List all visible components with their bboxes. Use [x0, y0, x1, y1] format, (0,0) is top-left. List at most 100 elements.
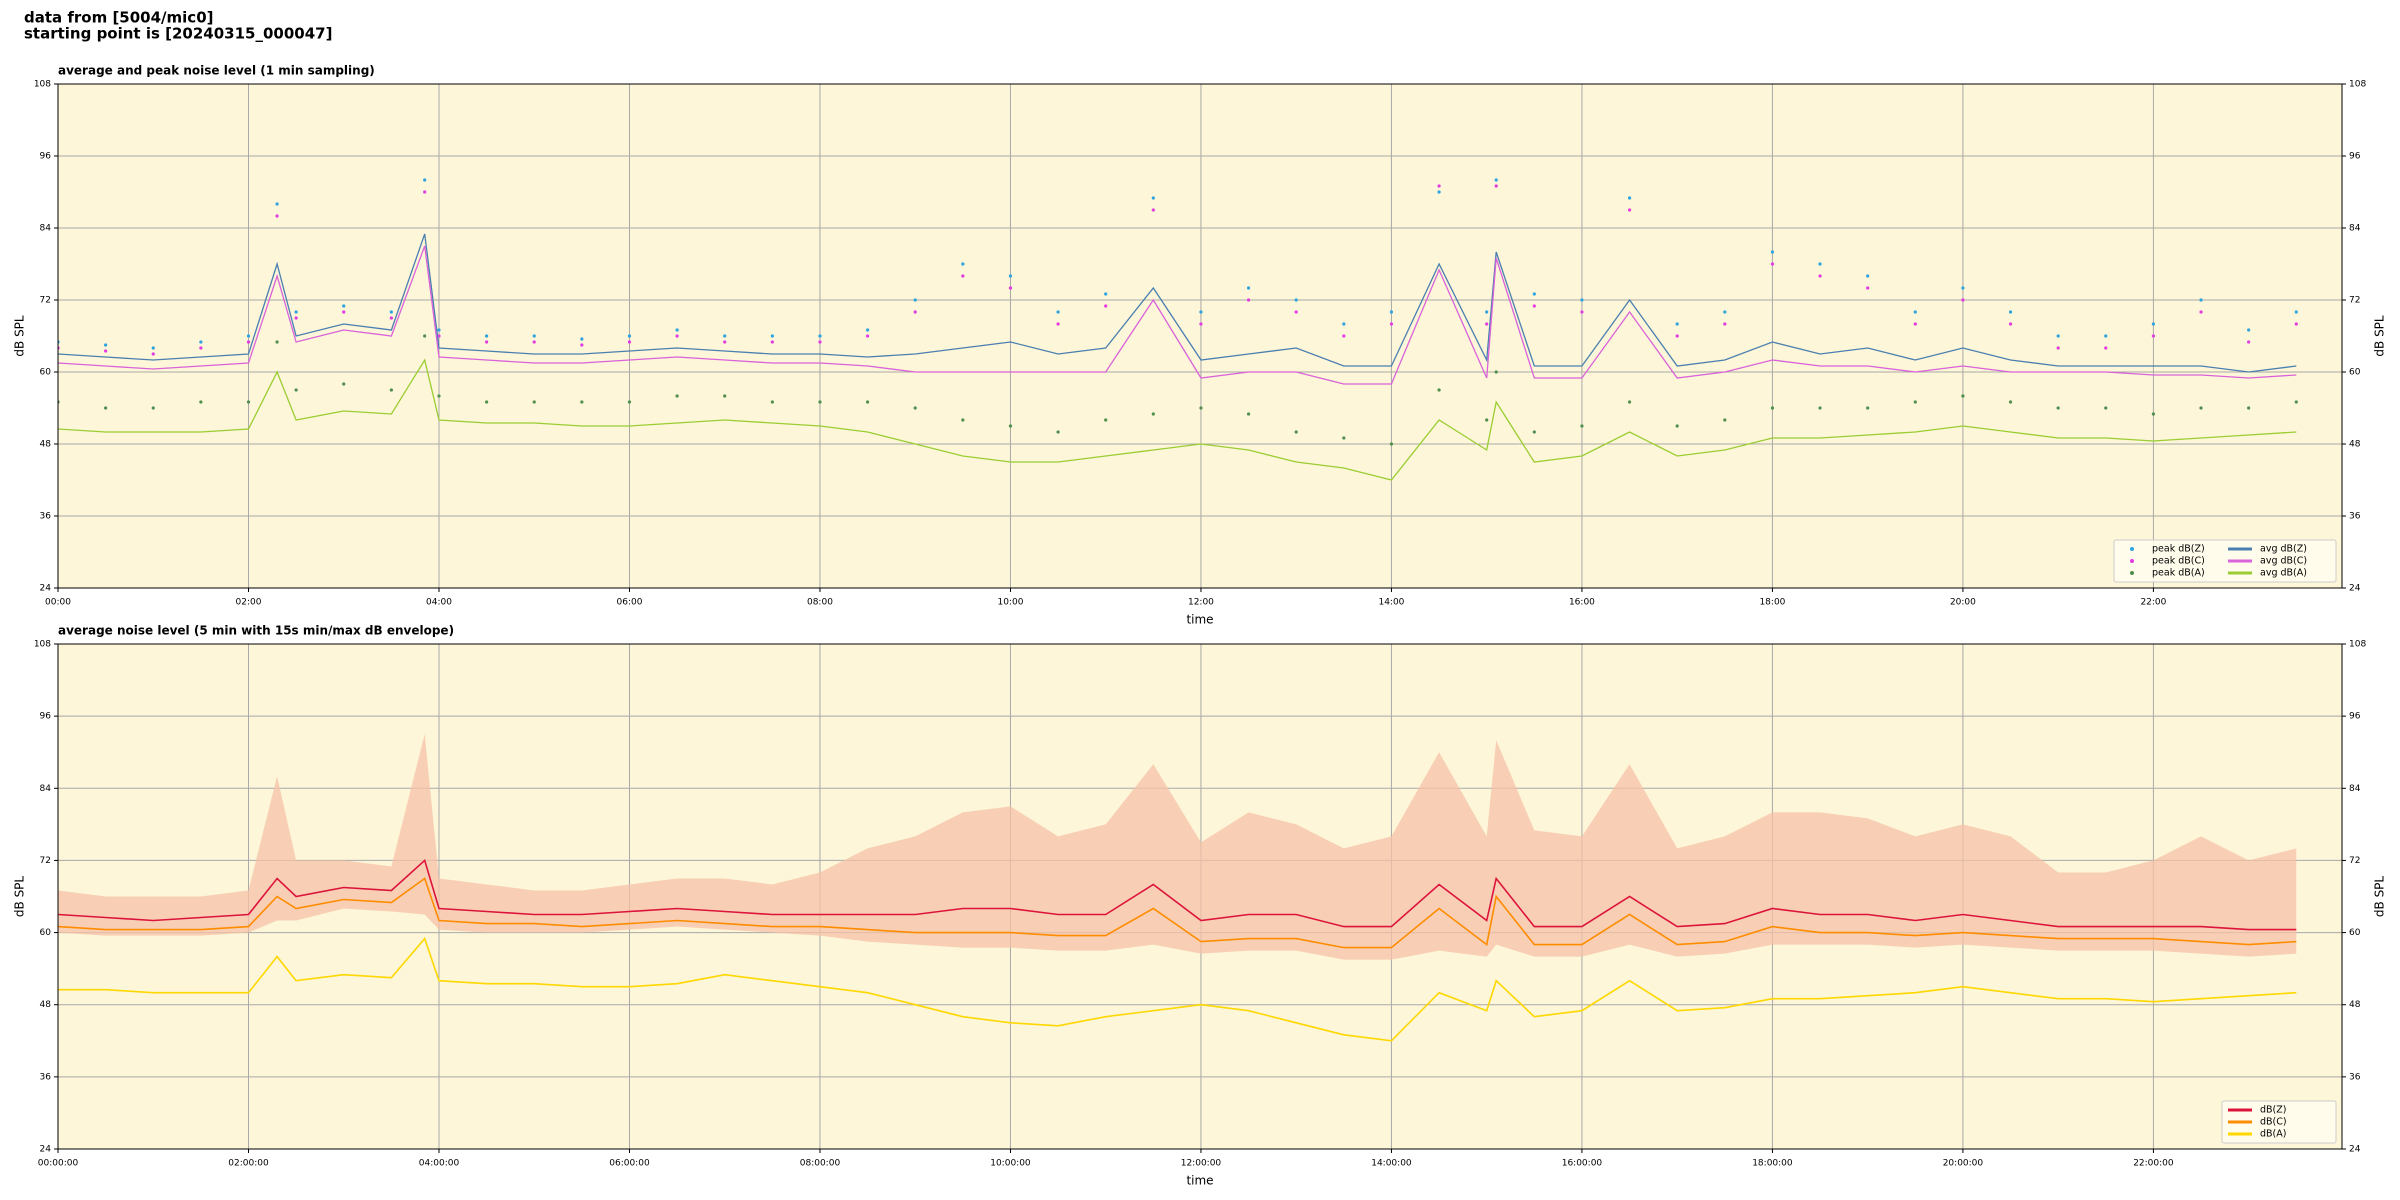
peak-point [1485, 418, 1489, 422]
peak-point [627, 334, 632, 338]
peak-point [1494, 178, 1498, 182]
peak-point [1056, 430, 1060, 434]
peak-point [151, 346, 155, 350]
peak-point [1342, 322, 1346, 326]
y-tick-label: 96 [40, 712, 52, 722]
peak-point [2247, 340, 2251, 344]
legend-marker [2130, 547, 2134, 551]
x-tick-label: 06:00:00 [609, 1159, 650, 1169]
peak-point [865, 334, 870, 338]
header-line: data from [5004/mic0] [24, 9, 214, 27]
chart-title: average and peak noise level (1 min samp… [58, 64, 375, 78]
peak-point [2294, 322, 2298, 326]
peak-point [1294, 430, 1298, 434]
peak-point [675, 394, 679, 398]
peak-point [1389, 322, 1394, 326]
x-tick-label: 22:00:00 [2133, 1159, 2174, 1169]
peak-point [1008, 286, 1013, 290]
peak-point [580, 337, 584, 341]
envelope [58, 734, 2297, 960]
peak-point [1485, 310, 1489, 314]
peak-point [2056, 406, 2060, 410]
legend-label: peak dB(A) [2152, 568, 2205, 579]
y-tick-label: 60 [2349, 928, 2361, 938]
x-tick-label: 00:00 [45, 598, 71, 608]
peak-point [580, 343, 584, 347]
peak-point [1770, 406, 1775, 410]
y-axis-label: dB SPL [2373, 876, 2387, 918]
y-tick-label: 36 [40, 512, 52, 522]
x-tick-label: 16:00:00 [1562, 1159, 1603, 1169]
x-tick-label: 08:00:00 [800, 1159, 841, 1169]
y-tick-label: 72 [2349, 856, 2360, 866]
peak-point [423, 334, 427, 338]
peak-point [2104, 334, 2108, 338]
y-tick-label: 48 [40, 440, 52, 450]
peak-point [2104, 406, 2108, 410]
peak-point [1151, 196, 1155, 200]
series-line [58, 233, 2297, 373]
y-tick-label: 96 [2349, 712, 2361, 722]
peak-point [1866, 286, 1870, 290]
legend-label: avg dB(A) [2260, 568, 2307, 579]
peak-point [2294, 310, 2298, 314]
peak-point [199, 340, 203, 344]
peak-point [627, 400, 632, 404]
peak-point [865, 400, 870, 404]
peak-point [2151, 334, 2156, 338]
peak-point [818, 340, 822, 344]
peak-point [2151, 412, 2156, 416]
peak-point [1294, 298, 1298, 302]
peak-point [1151, 208, 1155, 212]
peak-point [1580, 424, 1584, 428]
peak-point [1818, 262, 1822, 266]
peak-point [1961, 298, 1965, 302]
y-tick-label: 84 [2349, 784, 2361, 794]
x-tick-label: 14:00:00 [1371, 1159, 1412, 1169]
peak-point [1485, 322, 1489, 326]
peak-point [151, 352, 155, 356]
x-tick-label: 04:00:00 [419, 1159, 460, 1169]
peak-point [1342, 436, 1346, 440]
peak-point [1723, 322, 1727, 326]
plot-background [58, 84, 2342, 588]
x-tick-label: 16:00 [1569, 598, 1595, 608]
x-tick-label: 08:00 [807, 598, 833, 608]
peak-point [389, 388, 393, 392]
x-tick-label: 10:00 [997, 598, 1023, 608]
peak-point [275, 214, 279, 218]
peak-point [1532, 430, 1536, 434]
peak-point [627, 340, 632, 344]
legend-box [2113, 539, 2337, 583]
peak-point [1151, 412, 1155, 416]
peak-point [104, 349, 108, 353]
peak-point [723, 334, 727, 338]
y-tick-label: 24 [2349, 1145, 2361, 1155]
peak-point [246, 340, 251, 344]
y-tick-label: 48 [40, 1000, 52, 1010]
y-tick-label: 24 [40, 584, 52, 594]
peak-point [1056, 322, 1060, 326]
peak-point [1199, 406, 1203, 410]
peak-point [770, 400, 774, 404]
peak-point [2008, 322, 2013, 326]
peak-point [1913, 322, 1917, 326]
peak-point [1770, 262, 1775, 266]
peak-point [1961, 394, 1965, 398]
y-tick-label: 108 [2349, 80, 2366, 90]
y-tick-label: 84 [2349, 224, 2361, 234]
peak-point [485, 334, 489, 338]
peak-point [485, 400, 489, 404]
peak-point [1675, 334, 1679, 338]
peak-point [1818, 274, 1822, 278]
y-axis-label: dB SPL [13, 876, 27, 918]
peak-point [1104, 418, 1108, 422]
peak-point [1389, 442, 1394, 446]
y-tick-label: 72 [40, 856, 51, 866]
x-tick-label: 00:00:00 [38, 1159, 79, 1169]
y-tick-label: 60 [2349, 368, 2361, 378]
peak-point [2199, 310, 2203, 314]
peak-point [1104, 292, 1108, 296]
peak-point [342, 304, 346, 308]
